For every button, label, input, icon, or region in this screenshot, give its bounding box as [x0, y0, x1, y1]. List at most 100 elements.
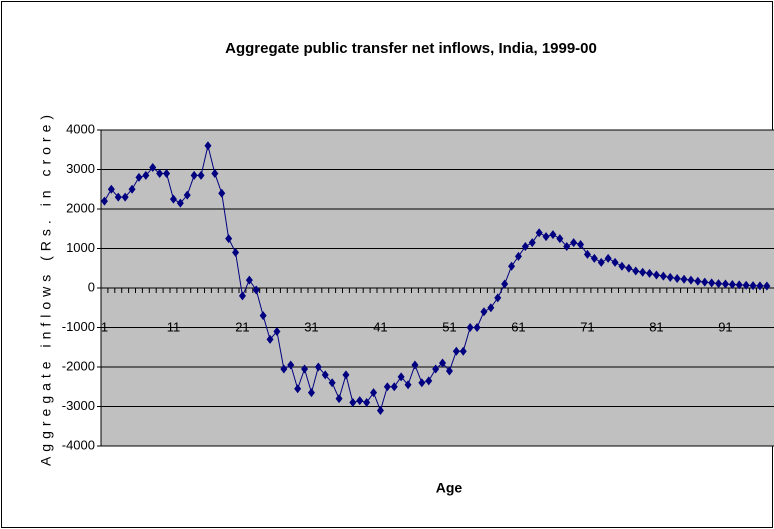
marker [439, 358, 447, 368]
marker [328, 378, 336, 388]
x-tick-label: 91 [718, 319, 732, 334]
marker [307, 388, 315, 398]
marker [715, 279, 723, 289]
y-tick-label: -1000 [62, 319, 95, 334]
marker [190, 170, 198, 180]
marker [701, 277, 709, 287]
marker [245, 275, 253, 285]
x-tick-label: 51 [442, 319, 456, 334]
y-tick-label: 0 [88, 279, 95, 294]
marker [535, 228, 543, 238]
x-tick-label: 11 [167, 319, 181, 334]
marker [321, 370, 329, 380]
marker [163, 168, 171, 178]
marker [383, 382, 391, 392]
marker [425, 376, 433, 386]
marker [611, 257, 619, 267]
y-tick-label: -2000 [62, 358, 95, 373]
marker [273, 326, 281, 336]
marker [445, 366, 453, 376]
y-axis-title: Aggregate inflows (Rs. in crore) [38, 110, 54, 466]
marker [301, 364, 309, 374]
marker [418, 378, 426, 388]
marker [708, 278, 716, 288]
x-tick-label: 1 [101, 319, 108, 334]
marker [583, 249, 591, 259]
marker [666, 272, 674, 282]
marker [252, 285, 260, 295]
marker [342, 370, 350, 380]
marker [590, 253, 598, 263]
marker [142, 170, 150, 180]
marker [487, 303, 495, 313]
marker [114, 192, 122, 202]
marker [625, 263, 633, 273]
marker [680, 274, 688, 284]
y-tick-label: 3000 [66, 161, 95, 176]
marker [225, 234, 233, 244]
marker [287, 360, 295, 370]
marker [197, 170, 205, 180]
marker [149, 163, 157, 173]
marker [376, 405, 384, 415]
chart-title: Aggregate public transfer net inflows, I… [225, 40, 597, 57]
marker [452, 346, 460, 356]
marker [646, 268, 654, 278]
marker [363, 398, 371, 408]
marker [259, 311, 267, 321]
marker [521, 242, 529, 252]
marker [749, 281, 757, 291]
y-tick-label: -4000 [62, 437, 95, 452]
x-tick-label: 61 [511, 319, 525, 334]
marker [397, 372, 405, 382]
marker [349, 398, 357, 408]
x-tick-label: 31 [304, 319, 318, 334]
x-axis-title: Age [436, 480, 463, 496]
marker [370, 388, 378, 398]
y-tick-label: 1000 [66, 240, 95, 255]
marker [466, 323, 474, 332]
marker [694, 276, 702, 286]
x-tick-label: 81 [649, 319, 663, 334]
marker [577, 240, 585, 250]
marker [356, 396, 364, 406]
marker [508, 261, 516, 271]
marker [549, 230, 557, 240]
marker [204, 141, 212, 151]
marker [542, 232, 550, 242]
marker [314, 362, 322, 372]
marker [176, 198, 184, 208]
x-tick-label: 41 [373, 319, 387, 334]
marker [604, 253, 612, 263]
marker [294, 384, 302, 394]
marker [501, 279, 509, 289]
marker [238, 291, 246, 301]
marker [728, 279, 736, 289]
marker [528, 238, 536, 248]
marker [211, 168, 219, 178]
marker [618, 261, 626, 271]
marker [459, 346, 467, 356]
marker [128, 184, 136, 194]
marker [280, 364, 288, 374]
marker [756, 281, 764, 291]
marker [183, 190, 191, 200]
marker [411, 360, 419, 370]
marker [494, 293, 502, 303]
marker [266, 334, 274, 344]
marker [556, 234, 564, 244]
marker [597, 257, 605, 267]
marker [687, 275, 695, 285]
marker [156, 168, 164, 178]
marker [514, 251, 522, 261]
x-tick-label: 21 [235, 319, 249, 334]
marker [473, 323, 481, 332]
marker [632, 266, 640, 276]
marker [100, 196, 108, 206]
marker [232, 247, 240, 257]
marker [742, 280, 750, 290]
marker [652, 270, 660, 280]
marker [390, 382, 398, 392]
marker [763, 281, 771, 291]
marker [107, 184, 115, 194]
